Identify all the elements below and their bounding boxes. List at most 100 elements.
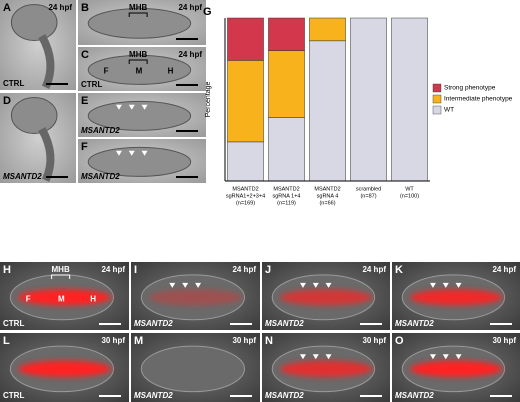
arrowhead: [299, 282, 306, 288]
region-label: MHB: [129, 3, 147, 12]
arrowhead: [299, 354, 306, 360]
image-panel: L 30 hpf CTRL: [0, 333, 129, 402]
x-tick-label: (n=66): [319, 200, 335, 206]
arrowhead: [455, 354, 462, 360]
image-panel: O 30 hpf MSANTD2: [392, 333, 520, 402]
panel-letter: J: [265, 264, 271, 276]
arrowhead: [429, 282, 436, 288]
arrowhead: [182, 282, 189, 288]
image-panel: E MSANTD2: [78, 93, 206, 137]
stage-label: 30 hpf: [101, 336, 125, 345]
region-label: MHB: [129, 50, 147, 59]
condition-label: CTRL: [3, 79, 24, 88]
panel-letter: I: [134, 264, 137, 276]
stage-label: 30 hpf: [492, 336, 516, 345]
x-tick-label: scrambled: [356, 186, 381, 192]
fluorescence: [149, 289, 242, 306]
image-panel: C 24 hpf CTRL MHB F M H: [78, 47, 206, 91]
condition-label: MSANTD2: [265, 319, 304, 328]
panel-letter: L: [3, 335, 10, 347]
image-panel: D MSANTD2: [0, 93, 76, 183]
panel-letter: B: [81, 2, 89, 14]
stage-label: 24 hpf: [362, 265, 386, 274]
embryo: [140, 345, 246, 393]
bar-segment: [227, 141, 264, 182]
condition-label: MSANTD2: [81, 126, 120, 135]
panel-letter: H: [3, 264, 11, 276]
image-panel: F MSANTD2: [78, 139, 206, 183]
embryo: [87, 100, 192, 131]
arrowhead: [429, 354, 436, 360]
region-label: MHB: [52, 265, 70, 274]
arrowhead: [128, 150, 135, 156]
panel-letter: C: [81, 49, 89, 61]
x-tick-label: WT: [405, 186, 414, 192]
x-tick-label: (n=169): [236, 200, 255, 206]
embryo-head: [10, 97, 58, 134]
embryo: [87, 146, 192, 177]
image-panel: H 24 hpf CTRL MHB F M H: [0, 262, 129, 330]
legend-swatch: [432, 83, 442, 93]
panel-letter: A: [3, 2, 11, 14]
condition-label: MSANTD2: [265, 391, 304, 400]
region-letter: H: [90, 295, 96, 304]
arrowhead: [141, 104, 148, 110]
region-letter: M: [58, 295, 65, 304]
legend-label: Intermediate phenotype: [444, 96, 513, 103]
x-tick-label: (n=100): [400, 193, 419, 199]
embryo: [87, 54, 192, 85]
condition-label: CTRL: [3, 319, 24, 328]
image-panel: I 24 hpf MSANTD2: [131, 262, 260, 330]
stage-label: 24 hpf: [492, 265, 516, 274]
region-letter: F: [26, 295, 31, 304]
stage-label: 24 hpf: [101, 265, 125, 274]
image-panel: B 24 hpf MHB: [78, 0, 206, 45]
embryo: [87, 8, 192, 39]
panel-letter: M: [134, 335, 143, 347]
stage-label: 24 hpf: [178, 3, 202, 12]
stage-label: 24 hpf: [232, 265, 256, 274]
bar-segment: [309, 40, 346, 182]
arrowhead: [312, 354, 319, 360]
x-tick-label: (n=119): [277, 200, 296, 206]
panel-letter: E: [81, 95, 88, 107]
bar-segment: [227, 60, 264, 143]
condition-label: MSANTD2: [395, 319, 434, 328]
arrowhead: [141, 150, 148, 156]
stage-label: 24 hpf: [178, 50, 202, 59]
fluorescence: [409, 289, 503, 306]
image-panel: A 24 hpf CTRL: [0, 0, 76, 90]
condition-label: CTRL: [3, 391, 24, 400]
region-bracket: [128, 59, 148, 64]
panel-letter: O: [395, 335, 404, 347]
condition-label: MSANTD2: [3, 172, 42, 181]
arrowhead: [115, 150, 122, 156]
region-bracket: [51, 274, 71, 279]
x-tick-label: MSANTD2: [232, 186, 258, 192]
stage-label: 30 hpf: [232, 336, 256, 345]
legend-swatch: [432, 105, 442, 115]
x-tick-label: MSANTD2: [273, 186, 299, 192]
arrowhead: [115, 104, 122, 110]
x-tick-label: sgRNA1+2+3+4: [226, 193, 265, 199]
bar-segment: [309, 17, 346, 42]
image-panel: M 30 hpf MSANTD2: [131, 333, 260, 402]
bar-segment: [268, 117, 305, 182]
fluorescence: [279, 360, 373, 378]
embryo-head: [10, 4, 58, 41]
legend-label: Strong phenotype: [444, 85, 496, 92]
region-letter: H: [168, 66, 174, 75]
x-tick-label: sgRNA 1+4: [273, 193, 301, 199]
stage-label: 24 hpf: [48, 3, 72, 12]
condition-label: MSANTD2: [134, 319, 173, 328]
y-axis-label: Percentage: [205, 81, 212, 117]
x-tick-label: (n=87): [360, 193, 376, 199]
fluorescence: [279, 289, 373, 306]
bar-segment: [227, 17, 264, 61]
panel-letter: G: [203, 6, 212, 18]
image-panel: N 30 hpf MSANTD2: [262, 333, 390, 402]
x-tick-label: MSANTD2: [314, 186, 340, 192]
condition-label: MSANTD2: [134, 391, 173, 400]
arrowhead: [195, 282, 202, 288]
